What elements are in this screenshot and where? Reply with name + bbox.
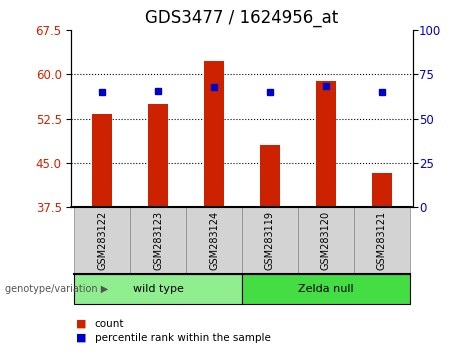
Text: GSM283119: GSM283119 [265,211,275,270]
Text: Zelda null: Zelda null [298,284,354,295]
Text: count: count [95,319,124,329]
Bar [204,61,224,207]
Text: GSM283122: GSM283122 [97,211,107,270]
Bar [316,81,336,207]
Bar [372,173,392,207]
Bar [148,104,168,207]
Text: ■: ■ [76,333,87,343]
Text: ■: ■ [76,319,87,329]
Bar [92,114,112,207]
Text: GSM283120: GSM283120 [321,211,331,270]
Text: wild type: wild type [133,284,183,295]
Text: GSM283123: GSM283123 [153,211,163,270]
Text: genotype/variation ▶: genotype/variation ▶ [5,284,108,295]
Bar [260,145,280,207]
Text: percentile rank within the sample: percentile rank within the sample [95,333,271,343]
Text: GSM283124: GSM283124 [209,211,219,270]
Text: GSM283121: GSM283121 [377,211,387,270]
Title: GDS3477 / 1624956_at: GDS3477 / 1624956_at [145,10,339,27]
